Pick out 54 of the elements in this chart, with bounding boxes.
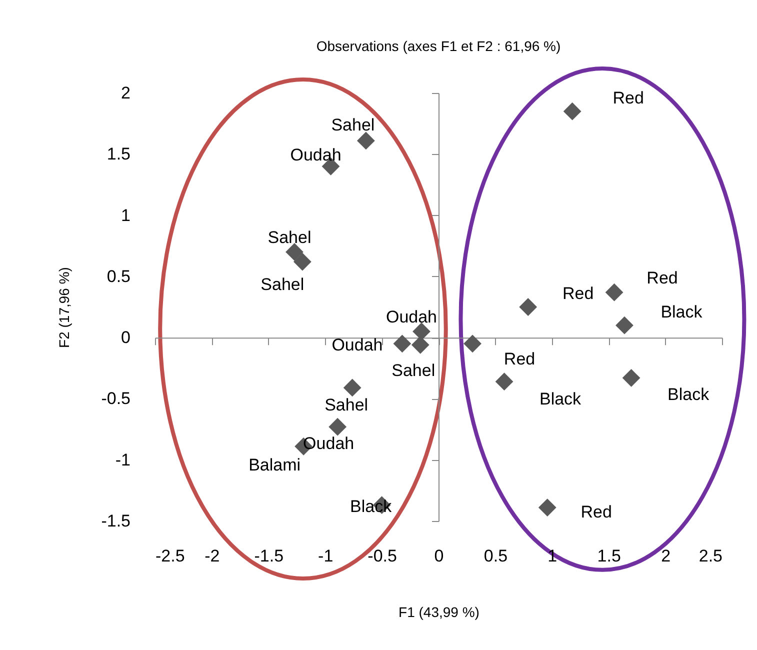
annotation: Red <box>646 268 678 288</box>
x-tick-label: 1.5 <box>597 546 621 566</box>
annotation: Black <box>660 302 703 322</box>
point <box>343 378 362 397</box>
y-tick-label: -0.5 <box>101 389 130 408</box>
point <box>393 334 412 353</box>
point <box>411 336 430 354</box>
annotation: Black <box>539 390 582 409</box>
x-tick-label: -1.5 <box>254 546 284 566</box>
annotation: Sahel <box>392 360 436 380</box>
y-tick-label: 1 <box>121 206 130 225</box>
y-tick-label: 0.5 <box>106 266 130 286</box>
x-tick-label: 0.5 <box>484 546 508 566</box>
annotation: Sahel <box>331 116 375 135</box>
annotation: Red <box>580 502 612 522</box>
point <box>464 334 482 353</box>
y-tick-label: 2 <box>121 84 130 102</box>
annotation: Oudah <box>386 307 438 326</box>
annotation: Red <box>562 284 594 303</box>
annotation: Sahel <box>324 396 368 415</box>
x-tick-label: 2 <box>661 546 671 566</box>
point <box>286 243 304 261</box>
annotation: Sahel <box>268 228 312 247</box>
y-tick-label: -1 <box>115 450 130 470</box>
chart-title: Observations (axes F1 et F2 : 61,96 %) <box>316 38 561 54</box>
point <box>538 498 556 516</box>
point <box>412 322 430 340</box>
point <box>605 283 624 302</box>
point <box>616 316 634 334</box>
y-tick-label: -1.5 <box>101 512 130 530</box>
annotation: Red <box>504 350 536 369</box>
point <box>563 102 582 120</box>
annotation: Oudah <box>332 336 383 355</box>
x-tick-label: -1 <box>318 546 334 566</box>
x-tick-label: 2.5 <box>698 546 722 566</box>
y-tick-label: 0 <box>121 328 130 348</box>
x-tick-label: -2.5 <box>156 546 185 566</box>
point <box>519 298 538 316</box>
x-tick-label: -2 <box>204 546 220 566</box>
annotation: Balami <box>248 455 301 474</box>
annotation: Black <box>667 384 710 404</box>
y-axis-title: F2 (17,96 %) <box>56 267 72 348</box>
point <box>356 132 375 150</box>
point <box>328 418 347 436</box>
point <box>622 368 640 387</box>
x-tick-label: 0 <box>434 546 444 566</box>
annotation: Sahel <box>260 274 304 294</box>
annotation: Red <box>612 88 644 108</box>
point <box>293 252 312 271</box>
x-tick-label: -0.5 <box>368 546 397 566</box>
point <box>495 372 514 391</box>
y-tick-label: 1.5 <box>106 144 130 164</box>
x-axis-title: F1 (43,99 %) <box>398 604 480 620</box>
annotation: Oudah <box>290 145 342 164</box>
